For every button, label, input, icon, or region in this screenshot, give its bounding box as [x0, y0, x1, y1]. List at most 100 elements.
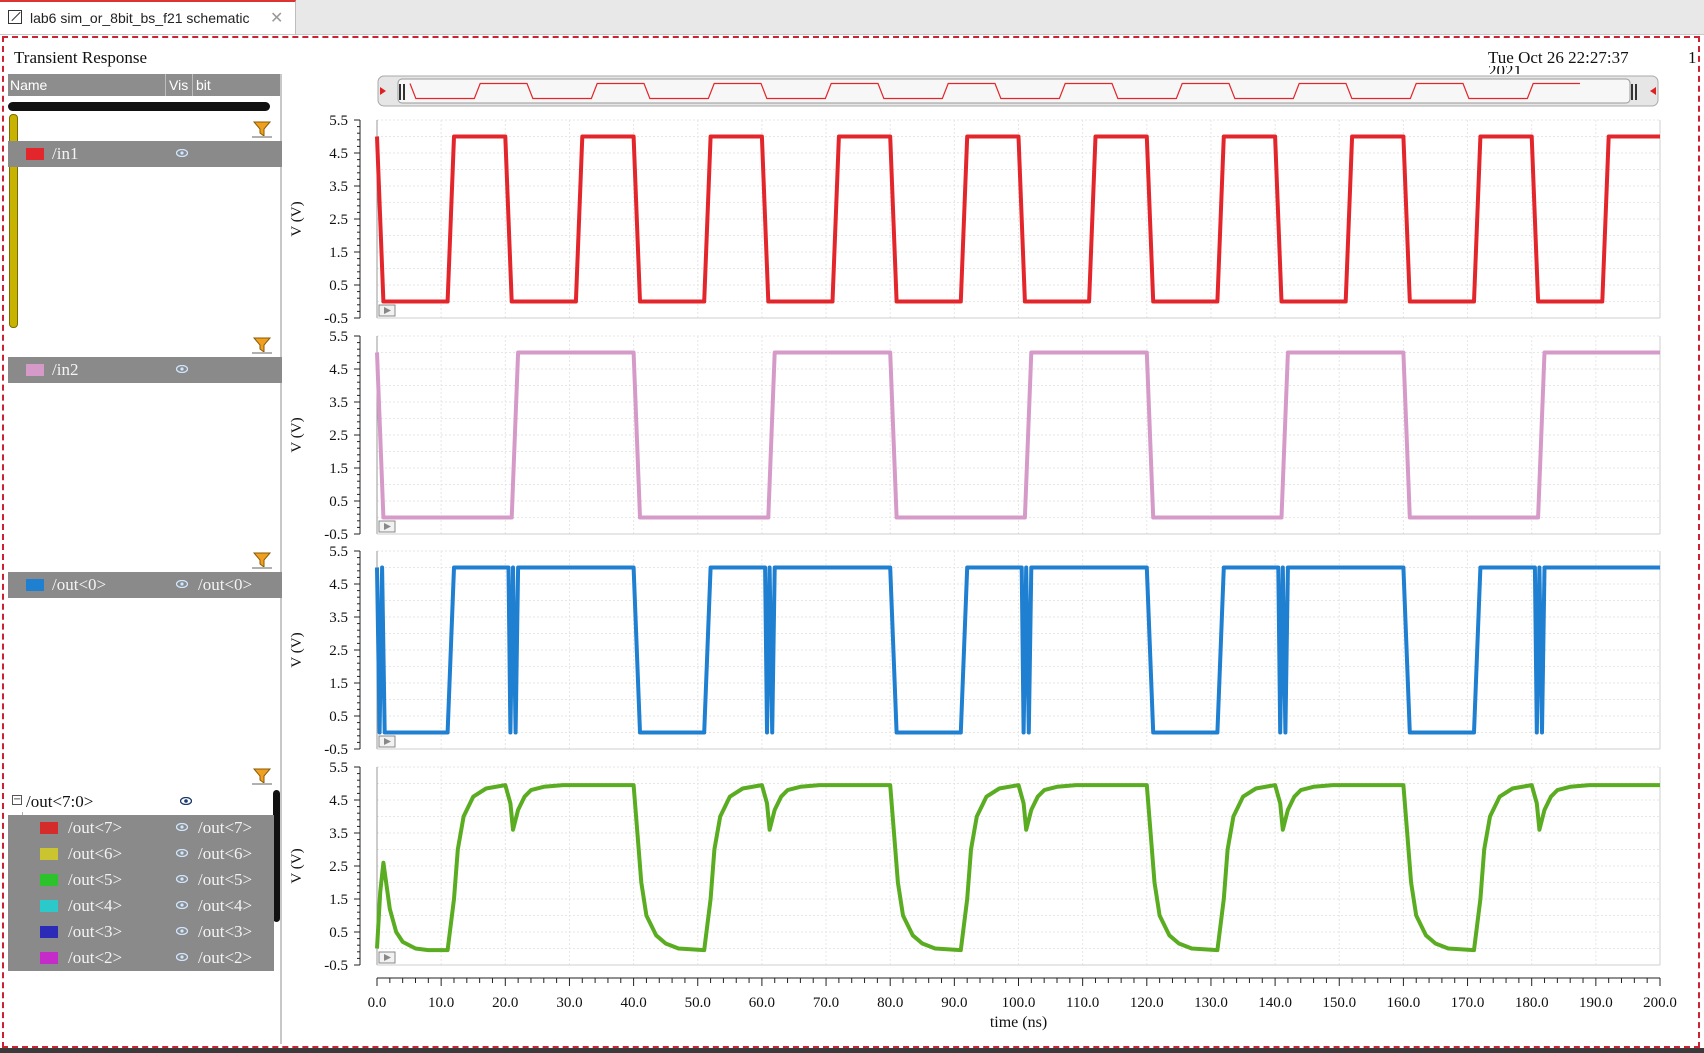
y-tick-label: 2.5 — [329, 428, 348, 444]
x-tick-label: 10.0 — [428, 995, 454, 1011]
y-tick-label: -0.5 — [324, 527, 348, 543]
bus-member-row[interactable]: /out<3> /out<3> — [8, 919, 274, 945]
header-vis[interactable]: Vis — [169, 77, 189, 93]
close-icon[interactable]: ✕ — [270, 8, 284, 27]
signal-name: /out<7> — [68, 818, 123, 837]
color-swatch — [40, 848, 58, 860]
signal-bit: /out<3> — [198, 922, 253, 941]
color-swatch — [26, 148, 44, 160]
edge-label: 1 — [1688, 48, 1697, 67]
marker-play-icon[interactable] — [378, 304, 396, 317]
eye-icon[interactable] — [176, 953, 188, 961]
bus-scrollbar[interactable] — [273, 790, 280, 922]
eye-icon[interactable] — [176, 823, 188, 831]
eye-icon[interactable] — [180, 797, 192, 805]
eye-icon[interactable] — [176, 365, 188, 373]
scroll-right-icon — [1650, 87, 1656, 95]
y-tick-label: 1.5 — [329, 676, 348, 692]
bottom-strip — [0, 1048, 1704, 1053]
signal-name: /out<2> — [68, 948, 123, 967]
window-title: Transient Response — [14, 48, 148, 67]
marker-play-icon[interactable] — [378, 951, 396, 964]
eye-icon[interactable] — [176, 149, 188, 157]
strip-4: 5.5 4.5 3.5 2.5 1.5 0.5 -0.5 V (V) — [289, 760, 1661, 974]
x-tick-label: 80.0 — [877, 995, 903, 1011]
eye-icon[interactable] — [176, 875, 188, 883]
x-tick-label: 170.0 — [1451, 995, 1485, 1011]
bus-member-row[interactable]: /out<4> /out<4> — [8, 893, 274, 919]
left-handle-icon — [399, 84, 401, 100]
collapse-icon[interactable]: − — [12, 794, 22, 805]
marker-play-icon-glyph — [384, 307, 391, 314]
bus-member-row[interactable]: /out<6> /out<6> — [8, 841, 274, 867]
y-tick-label: 4.5 — [329, 577, 348, 593]
x-tick-label: 150.0 — [1322, 995, 1356, 1011]
color-swatch — [40, 926, 58, 938]
eye-icon[interactable] — [176, 927, 188, 935]
y-axis-label: V (V) — [289, 848, 305, 883]
series-line-1 — [375, 134, 1660, 304]
bus-member-row[interactable]: /out<7> /out<7> — [8, 815, 274, 841]
tab-title: lab6 sim_or_8bit_bs_f21 schematic — [30, 10, 250, 26]
signal-row-in2[interactable]: /in2 — [8, 357, 282, 383]
y-tick-label: 1.5 — [329, 245, 348, 261]
y-tick-label: 2.5 — [329, 859, 348, 875]
signal-row-in1[interactable]: /in1 — [8, 141, 282, 167]
strip-scrollbar[interactable] — [9, 114, 18, 328]
filter-icon[interactable] — [252, 120, 272, 138]
y-tick-label: 3.5 — [329, 395, 348, 411]
datetime-line2: 2021 — [1488, 66, 1522, 74]
x-axis: 0.0 10.0 20.0 30.0 40.0 50.0 60.0 70.0 80.0 90.0 1… — [368, 977, 1677, 1031]
y-tick-label: 2.5 — [329, 643, 348, 659]
signal-bit: /out<7> — [198, 818, 253, 837]
header-bit[interactable]: bit — [196, 77, 211, 93]
tab-bar: lab6 sim_or_8bit_bs_f21 schematic ✕ — [0, 0, 1704, 35]
y-tick-label: 5.5 — [329, 113, 348, 129]
x-axis-label: time (ns) — [990, 1014, 1047, 1031]
eye-icon[interactable] — [176, 849, 188, 857]
panel-divider[interactable] — [280, 74, 282, 1044]
header-name[interactable]: Name — [10, 77, 48, 93]
filter-icon[interactable] — [252, 767, 272, 785]
signal-row-out0[interactable]: /out<0> /out<0> — [8, 572, 282, 598]
color-swatch — [40, 874, 58, 886]
overview-bar[interactable] — [377, 75, 1659, 107]
bus-name: /out<7:0> — [26, 792, 94, 811]
bus-member-row[interactable]: /out<2> /out<2> — [8, 945, 274, 971]
signal-name: /in1 — [52, 144, 79, 163]
y-tick-label: 3.5 — [329, 826, 348, 842]
y-tick-label: -0.5 — [324, 311, 348, 327]
color-swatch — [26, 579, 44, 591]
x-tick-label: 60.0 — [749, 995, 775, 1011]
y-tick-label: 3.5 — [329, 610, 348, 626]
y-tick-label: -0.5 — [324, 742, 348, 758]
y-tick-label: 2.5 — [329, 212, 348, 228]
x-tick-label: 190.0 — [1579, 995, 1613, 1011]
y-tick-label: 5.5 — [329, 329, 348, 345]
eye-icon[interactable] — [176, 901, 188, 909]
marker-play-icon-glyph — [384, 954, 391, 961]
eye-icon[interactable] — [176, 580, 188, 588]
filter-icon[interactable] — [252, 551, 272, 569]
bus-member-row[interactable]: /out<5> /out<5> — [8, 867, 274, 893]
marker-play-icon[interactable] — [378, 735, 396, 748]
y-tick-label: 5.5 — [329, 544, 348, 560]
signal-name: /in2 — [52, 360, 79, 379]
color-swatch — [40, 900, 58, 912]
marker-play-icon-glyph — [384, 523, 391, 530]
marker-play-icon[interactable] — [378, 520, 396, 533]
filter-icon[interactable] — [252, 336, 272, 354]
bus-row-out7-0[interactable]: − /out<7:0> — [8, 789, 282, 815]
x-tick-label: 200.0 — [1643, 995, 1677, 1011]
right-handle-icon — [1631, 84, 1633, 100]
y-tick-label: 0.5 — [329, 925, 348, 941]
tab-schematic[interactable]: lab6 sim_or_8bit_bs_f21 schematic ✕ — [0, 0, 296, 34]
x-tick-label: 130.0 — [1194, 995, 1228, 1011]
signal-name: /out<0> — [52, 575, 107, 594]
x-tick-label: 160.0 — [1387, 995, 1421, 1011]
y-axis-label: V (V) — [289, 417, 305, 452]
signal-list-header: Name Vis bit — [8, 74, 282, 96]
schematic-icon — [8, 10, 22, 24]
x-tick-label: 40.0 — [620, 995, 646, 1011]
